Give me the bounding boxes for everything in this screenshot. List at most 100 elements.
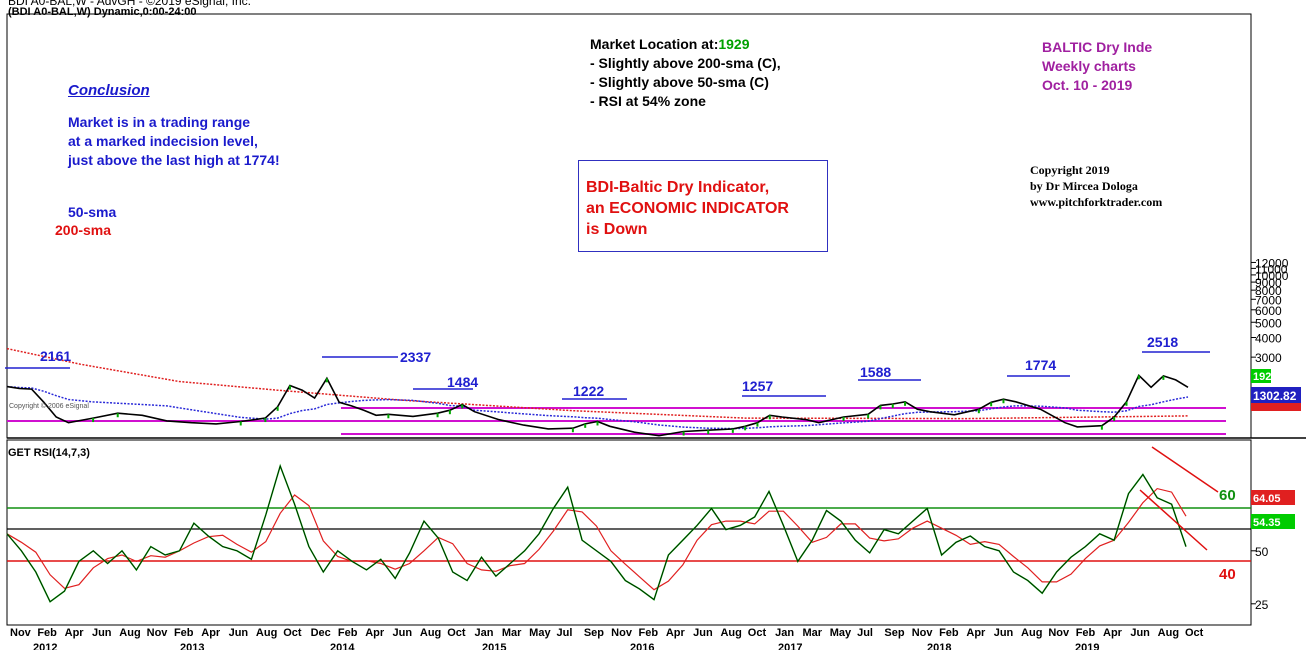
swing-high-label: 1222 [573,383,604,399]
rsi-line [6,463,1187,603]
x-axis-month-label: Apr [365,627,385,639]
x-axis-month-label: Apr [201,627,221,639]
x-axis-month-label: Sep [884,627,904,639]
x-axis-month-label: Jan [775,627,794,639]
x-axis-month-label: Jun [994,627,1014,639]
market-line-2: - Slightly above 50-sma (C) [590,74,769,90]
x-axis-month-label: Oct [283,627,302,639]
x-axis-month-label: Feb [174,627,194,639]
x-axis-month-label: Aug [1021,627,1042,639]
price-tick-label: 7000 [1255,293,1282,307]
price-tick-label: 4000 [1255,331,1282,345]
swing-high-label: 1774 [1025,357,1056,373]
sma200-price-tag [1251,403,1301,411]
x-axis-month-label: Mar [802,627,822,639]
price-tick-label: 12000 [1255,256,1289,270]
baltic-line-3: Oct. 10 - 2019 [1042,77,1133,93]
market-location-value: 1929 [718,36,750,52]
time-x-axis: Nov Feb Apr Jun Aug Nov Feb Apr Jun Aug Oct Dec Feb A… [10,627,1204,650]
swing-high-label: 2337 [400,349,431,365]
header-source-line: BDI A0-BAL,W - AdvGH - ©2019 eSignal, In… [8,0,251,8]
x-axis-month-label: Aug [420,627,441,639]
x-axis-month-label: Feb [939,627,959,639]
price-tick-label: 6000 [1255,304,1282,318]
x-axis-month-label: Jul [857,627,873,639]
market-location-note: Market Location at:1929 - Slightly above… [590,35,781,111]
rsi-level-40-label: 40 [1219,566,1236,583]
copyright-note: Copyright 2019 by Dr Mircea Dologa www.p… [1030,162,1162,210]
x-axis-month-label: Oct [447,627,466,639]
copyright-line-3: www.pitchforktrader.com [1030,195,1163,209]
price-tick-label: 9000 [1255,276,1282,290]
x-axis-month-label: Jul [557,627,573,639]
sma50-price-tag [1251,387,1301,403]
conclusion-text: Market is in a trading range at a marked… [68,113,280,170]
sma200-line [6,347,1189,420]
x-axis-month-label: Nov [611,627,633,639]
copyright-line-1: Copyright 2019 [1030,163,1110,177]
rsi-tick-label: 25 [1255,598,1269,612]
x-axis-month-label: Apr [666,627,686,639]
x-axis-month-label: Jun [92,627,112,639]
price-tick-label: 3000 [1255,351,1282,365]
x-axis-month-label: Jan [475,627,494,639]
x-axis-year-label: 2016 [630,642,654,650]
x-axis-month-label: May [529,627,551,639]
price-tick-label: 11000 [1255,262,1288,276]
x-axis-month-label: Aug [256,627,277,639]
swing-high-label: 2518 [1147,334,1178,350]
x-axis-month-label: Feb [1076,627,1096,639]
x-axis-month-label: Aug [720,627,741,639]
rsi-tick-label: 50 [1255,545,1269,559]
x-axis-month-label: Aug [1158,627,1179,639]
rsi-signal-line [6,487,1187,591]
swing-high-annotations: 2161 2337 1484 1222 1257 1588 1774 2518 [5,334,1210,400]
swing-high-label: 2161 [40,348,71,364]
x-axis-month-label: Mar [502,627,522,639]
price-up-bars [92,375,1165,436]
conclusion-title: Conclusion [68,82,150,99]
x-axis-month-label: Oct [748,627,767,639]
conclusion-line-1: Market is in a trading range [68,114,251,130]
baltic-line-2: Weekly charts [1042,58,1136,74]
x-axis-month-label: Nov [912,627,934,639]
price-tick-label: 10000 [1255,269,1289,283]
x-axis-month-label: Jun [693,627,713,639]
x-axis-year-label: 2017 [778,642,802,650]
x-axis-year-label: 2018 [927,642,951,650]
rsi-level-60-label: 60 [1219,487,1236,504]
rsi-trendline-upper [1151,446,1219,493]
x-axis-month-label: Feb [338,627,358,639]
baltic-title-note: BALTIC Dry Inde Weekly charts Oct. 10 - … [1042,38,1152,95]
x-axis-month-label: Nov [10,627,32,639]
last-price-tag [1251,369,1271,383]
conclusion-line-3: just above the last high at 1774! [68,152,280,168]
support-lines [7,407,1226,435]
rsi-panel-frame [6,439,1252,626]
box-line-1: BDI-Baltic Dry Indicator, [586,179,770,196]
x-axis-month-label: Nov [1048,627,1070,639]
x-axis-month-label: Apr [65,627,85,639]
x-axis-month-label: Sep [584,627,604,639]
baltic-line-1: BALTIC Dry Inde [1042,39,1153,55]
rsi-slow-tag [1251,490,1295,505]
box-line-2: an ECONOMIC INDICATOR [586,200,789,217]
x-axis-year-label: 2019 [1075,642,1099,650]
x-axis-year-label: 2014 [330,642,355,650]
esignal-copyright: Copyright © 2006 eSignal [9,403,89,410]
rsi-fast-tag [1251,514,1295,529]
swing-high-label: 1588 [860,364,891,380]
sma50-legend: 50-sma [68,204,117,220]
rsi-y-axis: 755025 [1251,492,1269,612]
x-axis-month-label: Apr [966,627,986,639]
x-axis-year-label: 2013 [180,642,204,650]
price-line [6,373,1189,437]
conclusion-line-2: at a marked indecision level, [68,133,258,149]
x-axis-month-label: Feb [37,627,57,639]
rsi-line-shadow [6,465,1187,603]
rsi-panel-title: GET RSI(14,7,3) [8,447,90,459]
x-axis-month-label: Nov [147,627,169,639]
swing-high-label: 1257 [742,378,773,394]
